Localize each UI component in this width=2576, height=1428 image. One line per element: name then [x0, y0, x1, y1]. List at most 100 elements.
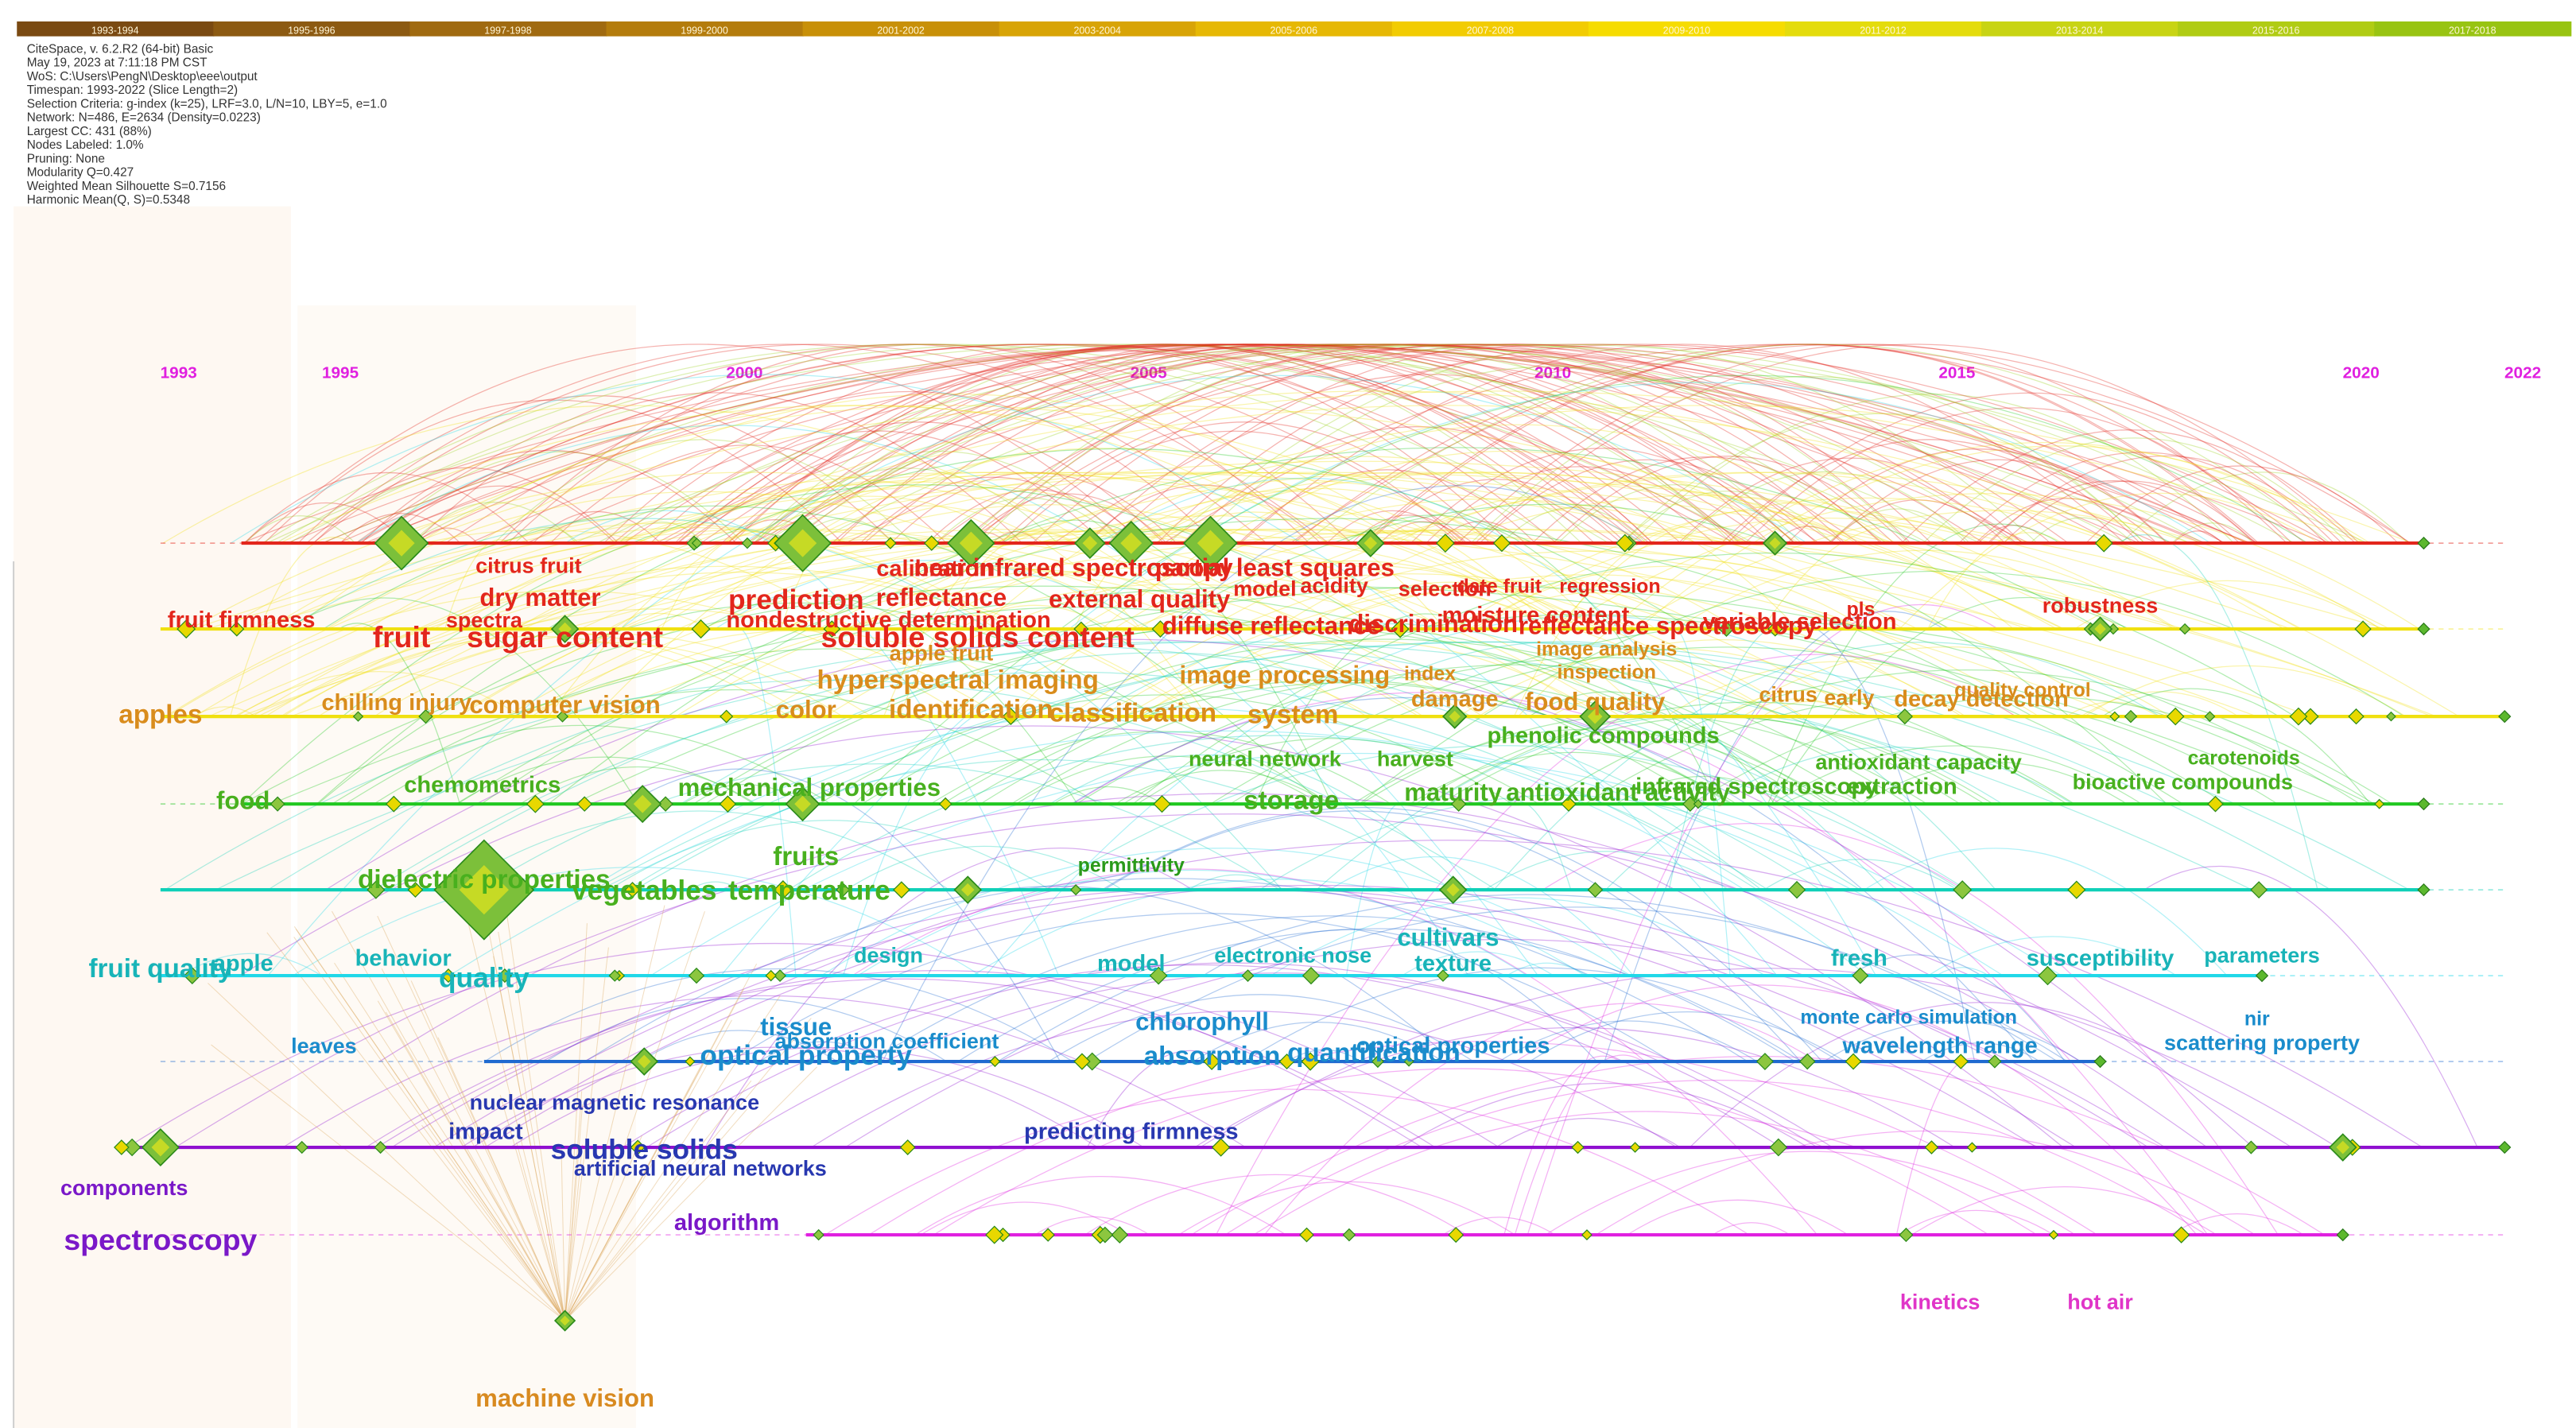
link: [564, 1091, 583, 1321]
link: [1767, 523, 2061, 805]
keyword-label: early: [1824, 686, 1874, 710]
node-core: [1197, 530, 1224, 557]
link: [385, 1011, 566, 1321]
link: [1181, 426, 1654, 544]
link: [1154, 511, 1445, 630]
node: [1581, 1229, 1593, 1241]
link: [750, 343, 1582, 544]
node: [352, 711, 364, 722]
link: [1774, 526, 1843, 544]
link: [704, 595, 1078, 805]
link: [650, 430, 1104, 544]
link: [1379, 521, 1468, 544]
keyword-label: inspection: [1557, 661, 1656, 683]
node: [2038, 965, 2058, 986]
link: [1666, 661, 2016, 717]
link: [1545, 1151, 2076, 1236]
link: [1001, 519, 1333, 805]
keyword-label: fruits: [773, 842, 839, 871]
link: [1505, 800, 1572, 891]
link: [753, 451, 1126, 544]
link: [1000, 421, 1491, 544]
link: [1507, 962, 1588, 976]
link: [2080, 691, 2239, 717]
node: [1342, 1228, 1356, 1242]
link: [2171, 522, 2254, 544]
link: [646, 962, 1818, 1148]
keyword-label: pls: [1846, 598, 1875, 620]
link: [564, 1108, 748, 1321]
node: [1211, 1138, 1231, 1157]
node: [367, 880, 386, 899]
link: [635, 390, 2460, 717]
keyword-label: soluble solids content: [821, 620, 1134, 654]
node: [1437, 969, 1449, 982]
legend-swatch: [213, 21, 411, 37]
keyword-label: extraction: [1847, 774, 1957, 800]
link: [746, 343, 2204, 544]
node-core: [1082, 535, 1098, 551]
link: [1215, 654, 2017, 1236]
link: [338, 623, 460, 805]
link: [1783, 792, 1858, 805]
keyword-label: citrus fruit: [475, 553, 581, 577]
node-core: [1769, 537, 1781, 549]
link: [1414, 713, 1985, 805]
link: [1457, 648, 1888, 717]
link: [2172, 530, 2223, 544]
keyword-label: carotenoids: [2188, 747, 2300, 769]
link: [1556, 510, 1857, 630]
link: [627, 768, 1061, 1062]
link: [267, 645, 1821, 891]
link: [410, 980, 566, 1321]
link: [457, 607, 1707, 805]
link: [1744, 407, 2293, 544]
link: [1053, 786, 1163, 805]
link: [964, 343, 1802, 544]
node: [526, 794, 545, 813]
keyword-label: hyperspectral imaging: [817, 665, 1099, 695]
node: [2348, 708, 2365, 725]
keyword-label: antioxidant activity: [1506, 778, 1731, 806]
link: [927, 489, 1144, 544]
node: [691, 537, 703, 549]
keyword-label: predicting firmness: [1024, 1120, 1239, 1145]
link: [1977, 525, 2051, 544]
link: [514, 526, 580, 544]
node: [177, 619, 196, 639]
link: [484, 911, 566, 1321]
link: [861, 638, 1909, 805]
link: [1410, 448, 1794, 544]
link: [1098, 477, 1876, 976]
link: [1401, 951, 1554, 976]
node: [1151, 620, 1170, 638]
link: [980, 614, 2183, 805]
node: [2109, 711, 2120, 722]
link: [1988, 455, 2342, 544]
link: [920, 1201, 1129, 1236]
keyword-label: quality control: [1954, 679, 2091, 701]
link: [379, 793, 2208, 1148]
link: [1011, 450, 1800, 717]
link: [1501, 506, 1647, 544]
link: [1787, 448, 2168, 544]
link: [680, 652, 1762, 891]
keyword-label: selection: [1399, 577, 1492, 601]
keyword-label: decay detection: [1894, 687, 2069, 712]
node: [2255, 968, 2269, 983]
link: [1849, 954, 2066, 1062]
link: [1721, 689, 1888, 717]
link: [623, 343, 1769, 544]
link: [564, 923, 588, 1321]
legend-label: 2015-2016: [2252, 25, 2300, 37]
link: [1499, 1020, 1758, 1062]
info-line: Pruning: None: [27, 152, 105, 165]
link: [564, 988, 745, 1321]
keyword-label: storage: [1243, 786, 1339, 815]
link: [758, 584, 1600, 717]
link: [1202, 929, 1598, 1062]
link: [1712, 1222, 1790, 1236]
keyword-label: damage: [1411, 687, 1499, 712]
link: [1193, 1022, 1444, 1062]
